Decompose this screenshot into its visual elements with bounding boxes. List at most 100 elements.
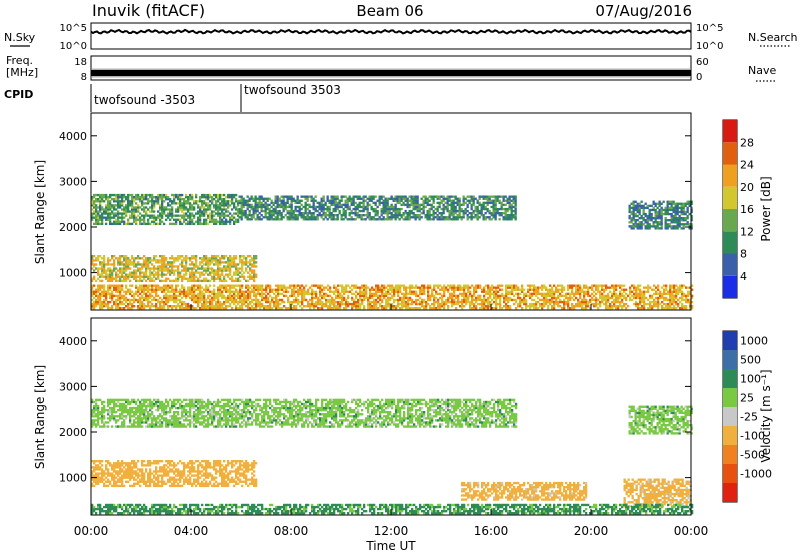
heatmap-cell	[175, 298, 178, 302]
heatmap-cell	[235, 269, 238, 272]
heatmap-cell	[129, 222, 132, 226]
heatmap-cell	[99, 204, 102, 207]
heatmap-cell	[191, 220, 194, 223]
heatmap-cell	[197, 305, 200, 308]
heatmap-cell	[397, 290, 400, 293]
heatmap-cell	[268, 214, 271, 217]
heatmap-cell	[587, 286, 590, 289]
heatmap-cell	[231, 259, 234, 262]
heatmap-cell	[424, 195, 427, 198]
heatmap-cell	[419, 302, 422, 306]
heatmap-cell	[189, 263, 192, 266]
heatmap-cell	[109, 284, 112, 287]
heatmap-cell	[119, 202, 122, 205]
heatmap-cell	[111, 275, 114, 278]
heatmap-cell	[101, 267, 104, 270]
heatmap-cell	[197, 212, 200, 215]
heatmap-cell	[155, 202, 158, 205]
heatmap-cell	[101, 271, 104, 274]
heatmap-cell	[331, 302, 334, 306]
heatmap-cell	[225, 307, 228, 310]
heatmap-cell	[408, 205, 411, 209]
heatmap-cell	[389, 307, 392, 310]
heatmap-cell	[686, 210, 689, 214]
heatmap-cell	[670, 214, 673, 218]
heatmap-cell	[547, 307, 550, 310]
heatmap-cell	[577, 284, 580, 287]
heatmap-cell	[121, 286, 124, 289]
heatmap-cell	[511, 292, 514, 296]
heatmap-cell	[101, 307, 104, 310]
heatmap-cell	[119, 257, 122, 260]
heatmap-cell	[478, 209, 481, 213]
heatmap-cell	[161, 265, 164, 268]
heatmap-cell	[143, 284, 146, 287]
heatmap-cell	[322, 212, 325, 215]
heatmap-cell	[448, 216, 451, 219]
heatmap-cell	[454, 197, 457, 200]
heatmap-cell	[278, 205, 281, 209]
heatmap-cell	[378, 195, 381, 198]
heatmap-cell	[223, 267, 226, 270]
heatmap-cell	[99, 198, 102, 201]
heatmap-cell	[135, 292, 138, 296]
heatmap-cell	[557, 300, 560, 304]
heatmap-cell	[503, 294, 506, 298]
heatmap-cell	[340, 218, 343, 221]
heatmap-cell	[453, 292, 456, 296]
heatmap-cell	[246, 203, 249, 207]
heatmap-cell	[565, 294, 568, 298]
heatmap-cell	[272, 203, 275, 207]
heatmap-cell	[472, 209, 475, 213]
heatmap-cell	[165, 265, 168, 268]
heatmap-cell	[383, 288, 386, 291]
heatmap-cell	[383, 294, 386, 298]
heatmap-cell	[489, 296, 492, 300]
heatmap-cell	[357, 292, 360, 296]
heatmap-cell	[237, 208, 240, 211]
heatmap-cell	[189, 307, 192, 310]
heatmap-cell	[139, 275, 142, 278]
heatmap-cell	[129, 267, 132, 270]
heatmap-cell	[255, 305, 258, 308]
heatmap-cell	[489, 290, 492, 293]
heatmap-cell	[389, 296, 392, 300]
heatmap-cell	[195, 263, 198, 266]
heatmap-cell	[217, 302, 220, 306]
heatmap-cell	[107, 257, 110, 260]
heatmap-cell	[147, 286, 150, 289]
heatmap-cell	[305, 292, 308, 296]
heatmap-cell	[155, 259, 158, 262]
heatmap-cell	[175, 210, 178, 213]
heatmap-cell	[223, 206, 226, 209]
heatmap-cell	[288, 212, 291, 215]
heatmap-cell	[213, 214, 216, 217]
heatmap-cell	[308, 205, 311, 209]
heatmap-cell	[533, 305, 536, 308]
heatmap-cell	[99, 202, 102, 205]
heatmap-cell	[93, 210, 96, 213]
heatmap-cell	[591, 296, 594, 300]
heatmap-cell	[153, 259, 156, 262]
heatmap-cell	[143, 296, 146, 300]
heatmap-cell	[143, 286, 146, 289]
heatmap-cell	[656, 227, 659, 230]
heatmap-cell	[99, 288, 102, 291]
heatmap-cell	[304, 207, 307, 211]
heatmap-cell	[688, 225, 691, 228]
heatmap-cell	[205, 271, 208, 274]
heatmap-cell	[93, 296, 96, 300]
heatmap-cell	[567, 305, 570, 308]
heatmap-cell	[139, 307, 142, 310]
heatmap-cell	[143, 196, 146, 199]
heatmap-cell	[201, 202, 204, 205]
heatmap-cell	[427, 292, 430, 296]
heatmap-cell	[389, 302, 392, 306]
heatmap-cell	[245, 300, 248, 304]
heatmap-cell	[235, 290, 238, 293]
heatmap-cell	[458, 205, 461, 209]
heatmap-cell	[440, 212, 443, 215]
heatmap-cell	[547, 300, 550, 304]
heatmap-cell	[462, 214, 465, 217]
heatmap-cell	[143, 265, 146, 268]
